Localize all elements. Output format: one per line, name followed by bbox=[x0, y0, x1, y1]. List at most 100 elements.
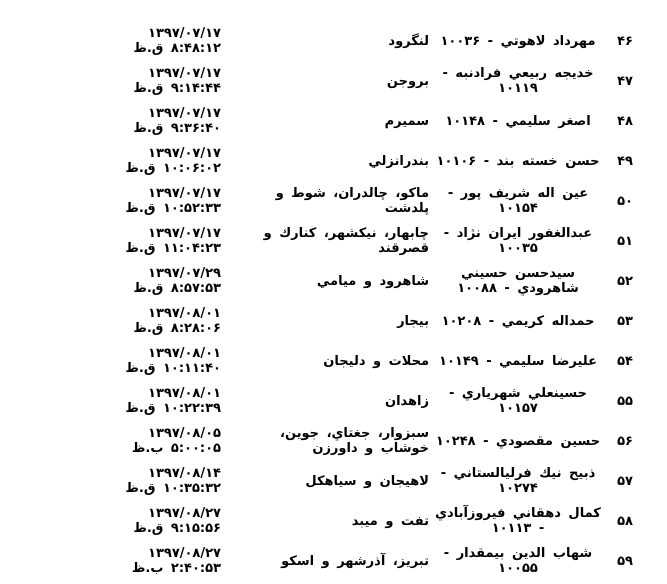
table-row: ۵۱ عبدالغفور ايران نژاد - ۱۰۰۳۵ چابهار، … bbox=[0, 221, 643, 261]
constituency: سبزوار، جغتاي، جوين، خوشاب و داورزن bbox=[280, 426, 429, 456]
table-row: ۴۷ خديجه ربيعي فرادنبه - ۱۰۱۱۹ بروجن ۱۳۹… bbox=[0, 61, 643, 101]
date-value: ۱۳۹۷/۰۸/۲۷ bbox=[148, 546, 221, 561]
time-value: ۲:۴۰:۵۳ ب.ظ bbox=[131, 561, 221, 576]
time-value: ۱۱:۰۴:۲۳ ق.ظ bbox=[125, 241, 221, 256]
date-value: ۱۳۹۷/۰۸/۲۷ bbox=[148, 506, 221, 521]
table-row: ۵۷ ذبيح نيك فرليالستاني - ۱۰۲۷۴ لاهيجان … bbox=[0, 461, 643, 501]
row-number: ۴۷ bbox=[617, 73, 633, 89]
member-name-and-code: سيدحسن حسيني شاهرودي - ۱۰۰۸۸ bbox=[457, 266, 579, 296]
row-number: ۴۸ bbox=[617, 113, 633, 129]
table-row: ۵۳ حمداله كريمي - ۱۰۲۰۸ بيجار ۱۳۹۷/۰۸/۰۱… bbox=[0, 301, 643, 341]
constituency: تبريز، آذرشهر و اسكو bbox=[281, 553, 429, 569]
row-number: ۵۹ bbox=[617, 553, 633, 569]
constituency: چابهار، نيكشهر، كنارك و قصرقند bbox=[263, 226, 429, 256]
row-number: ۵۴ bbox=[617, 353, 633, 369]
member-name-and-code: مهرداد لاهوتي - ۱۰۰۳۶ bbox=[440, 33, 596, 49]
date-value: ۱۳۹۷/۰۸/۰۵ bbox=[148, 426, 221, 441]
member-name-and-code: عبدالغفور ايران نژاد - ۱۰۰۳۵ bbox=[443, 226, 593, 256]
member-name-and-code: شهاب الدين بيمقدار - ۱۰۰۵۵ bbox=[443, 546, 593, 576]
row-number: ۵۲ bbox=[617, 273, 633, 289]
constituency: بروجن bbox=[386, 73, 429, 89]
date-value: ۱۳۹۷/۰۷/۱۷ bbox=[148, 106, 221, 121]
date-value: ۱۳۹۷/۰۷/۱۷ bbox=[148, 186, 221, 201]
time-value: ۹:۳۶:۴۰ ق.ظ bbox=[133, 121, 221, 136]
constituency: محلات و دليجان bbox=[323, 353, 429, 369]
table-row: ۴۸ اصغر سليمي - ۱۰۱۴۸ سميرم ۱۳۹۷/۰۷/۱۷ ۹… bbox=[0, 101, 643, 141]
table-row: ۵۸ كمال دهقاني فيروزآبادي - ۱۰۱۱۳ تفت و … bbox=[0, 501, 643, 541]
time-value: ۱۰:۱۱:۴۰ ق.ظ bbox=[125, 361, 221, 376]
member-name-and-code: ذبيح نيك فرليالستاني - ۱۰۲۷۴ bbox=[440, 466, 596, 496]
table-row: ۴۹ حسن خسته بند - ۱۰۱۰۶ بندرانزلي ۱۳۹۷/۰… bbox=[0, 141, 643, 181]
registration-datetime: ۱۳۹۷/۰۷/۱۷ ۱۱:۰۴:۲۳ ق.ظ bbox=[25, 226, 221, 256]
row-number: ۴۹ bbox=[617, 153, 633, 169]
date-value: ۱۳۹۷/۰۷/۱۷ bbox=[148, 26, 221, 41]
row-number: ۵۰ bbox=[617, 193, 633, 209]
constituency: بندرانزلي bbox=[368, 153, 429, 169]
constituency: ماكو، چالدران، شوط و پلدشت bbox=[275, 186, 429, 216]
member-name-and-code: حسين مقصودي - ۱۰۲۴۸ bbox=[435, 433, 601, 449]
time-value: ۱۰:۲۲:۳۹ ق.ظ bbox=[125, 401, 221, 416]
member-name-and-code: عين اله شريف پور - ۱۰۱۵۴ bbox=[447, 186, 589, 216]
date-value: ۱۳۹۷/۰۸/۰۱ bbox=[148, 306, 221, 321]
time-value: ۹:۱۵:۵۶ ق.ظ bbox=[133, 521, 221, 536]
table-row: ۵۰ عين اله شريف پور - ۱۰۱۵۴ ماكو، چالدرا… bbox=[0, 181, 643, 221]
date-value: ۱۳۹۷/۰۸/۱۴ bbox=[148, 466, 221, 481]
row-number: ۵۷ bbox=[617, 473, 633, 489]
row-number: ۵۵ bbox=[617, 393, 633, 409]
registration-datetime: ۱۳۹۷/۰۷/۱۷ ۱۰:۰۶:۰۲ ق.ظ bbox=[25, 146, 221, 176]
row-number: ۴۶ bbox=[617, 33, 633, 49]
row-number: ۵۶ bbox=[617, 433, 633, 449]
registration-datetime: ۱۳۹۷/۰۸/۰۱ ۱۰:۲۲:۳۹ ق.ظ bbox=[25, 386, 221, 416]
time-value: ۹:۱۴:۴۴ ق.ظ bbox=[133, 81, 221, 96]
date-value: ۱۳۹۷/۰۸/۰۱ bbox=[148, 346, 221, 361]
date-value: ۱۳۹۷/۰۷/۱۷ bbox=[148, 66, 221, 81]
registration-datetime: ۱۳۹۷/۰۷/۱۷ ۹:۳۶:۴۰ ق.ظ bbox=[25, 106, 221, 136]
table-row: ۵۲ سيدحسن حسيني شاهرودي - ۱۰۰۸۸ شاهرود و… bbox=[0, 261, 643, 301]
member-name-and-code: اصغر سليمي - ۱۰۱۴۸ bbox=[445, 113, 591, 129]
row-number: ۵۸ bbox=[617, 513, 633, 529]
member-name-and-code: عليرضا سليمي - ۱۰۱۴۹ bbox=[439, 353, 597, 369]
row-number: ۵۳ bbox=[617, 313, 633, 329]
constituency: لنگرود bbox=[388, 33, 429, 49]
time-value: ۸:۵۷:۵۳ ق.ظ bbox=[133, 281, 221, 296]
constituency: زاهدان bbox=[384, 393, 429, 409]
time-value: ۱۰:۰۶:۰۲ ق.ظ bbox=[125, 161, 221, 176]
registration-datetime: ۱۳۹۷/۰۷/۱۷ ۹:۱۴:۴۴ ق.ظ bbox=[25, 66, 221, 96]
member-name-and-code: حمداله كريمي - ۱۰۲۰۸ bbox=[441, 313, 595, 329]
member-name-and-code: خديجه ربيعي فرادنبه - ۱۰۱۱۹ bbox=[442, 66, 594, 96]
registration-datetime: ۱۳۹۷/۰۸/۲۷ ۲:۴۰:۵۳ ب.ظ bbox=[25, 546, 221, 576]
table-row: ۵۶ حسين مقصودي - ۱۰۲۴۸ سبزوار، جغتاي، جو… bbox=[0, 421, 643, 461]
time-value: ۸:۲۸:۰۶ ق.ظ bbox=[133, 321, 221, 336]
date-value: ۱۳۹۷/۰۷/۲۹ bbox=[148, 266, 221, 281]
table-row: ۵۵ حسينعلي شهرياري - ۱۰۱۵۷ زاهدان ۱۳۹۷/۰… bbox=[0, 381, 643, 421]
member-name-and-code: حسينعلي شهرياري - ۱۰۱۵۷ bbox=[448, 386, 588, 416]
table-row: ۴۶ مهرداد لاهوتي - ۱۰۰۳۶ لنگرود ۱۳۹۷/۰۷/… bbox=[0, 21, 643, 61]
constituency: تفت و ميبد bbox=[351, 513, 429, 529]
time-value: ۱۰:۵۲:۳۳ ق.ظ bbox=[125, 201, 221, 216]
registration-datetime: ۱۳۹۷/۰۷/۲۹ ۸:۵۷:۵۳ ق.ظ bbox=[25, 266, 221, 296]
time-value: ۸:۴۸:۱۲ ق.ظ bbox=[133, 41, 221, 56]
date-value: ۱۳۹۷/۰۷/۱۷ bbox=[148, 146, 221, 161]
registration-datetime: ۱۳۹۷/۰۸/۲۷ ۹:۱۵:۵۶ ق.ظ bbox=[25, 506, 221, 536]
registration-datetime: ۱۳۹۷/۰۸/۰۱ ۸:۲۸:۰۶ ق.ظ bbox=[25, 306, 221, 336]
time-value: ۱۰:۳۵:۳۲ ق.ظ bbox=[125, 481, 221, 496]
registration-datetime: ۱۳۹۷/۰۷/۱۷ ۸:۴۸:۱۲ ق.ظ bbox=[25, 26, 221, 56]
row-number: ۵۱ bbox=[617, 233, 633, 249]
constituency: بيجار bbox=[397, 313, 429, 329]
registration-datetime: ۱۳۹۷/۰۸/۰۵ ۵:۰۰:۰۵ ب.ظ bbox=[25, 426, 221, 456]
registration-datetime: ۱۳۹۷/۰۸/۰۱ ۱۰:۱۱:۴۰ ق.ظ bbox=[25, 346, 221, 376]
table-row: ۵۹ شهاب الدين بيمقدار - ۱۰۰۵۵ تبريز، آذر… bbox=[0, 541, 643, 581]
member-name-and-code: كمال دهقاني فيروزآبادي - ۱۰۱۱۳ bbox=[435, 506, 601, 536]
date-value: ۱۳۹۷/۰۸/۰۱ bbox=[148, 386, 221, 401]
constituency: سميرم bbox=[384, 113, 429, 129]
members-table: ۴۶ مهرداد لاهوتي - ۱۰۰۳۶ لنگرود ۱۳۹۷/۰۷/… bbox=[0, 21, 643, 581]
table-row: ۵۴ عليرضا سليمي - ۱۰۱۴۹ محلات و دليجان ۱… bbox=[0, 341, 643, 381]
registration-datetime: ۱۳۹۷/۰۸/۱۴ ۱۰:۳۵:۳۲ ق.ظ bbox=[25, 466, 221, 496]
constituency: شاهرود و ميامي bbox=[316, 273, 429, 289]
time-value: ۵:۰۰:۰۵ ب.ظ bbox=[131, 441, 221, 456]
registration-datetime: ۱۳۹۷/۰۷/۱۷ ۱۰:۵۲:۳۳ ق.ظ bbox=[25, 186, 221, 216]
member-name-and-code: حسن خسته بند - ۱۰۱۰۶ bbox=[436, 153, 600, 169]
constituency: لاهيجان و سياهكل bbox=[305, 473, 429, 489]
date-value: ۱۳۹۷/۰۷/۱۷ bbox=[148, 226, 221, 241]
